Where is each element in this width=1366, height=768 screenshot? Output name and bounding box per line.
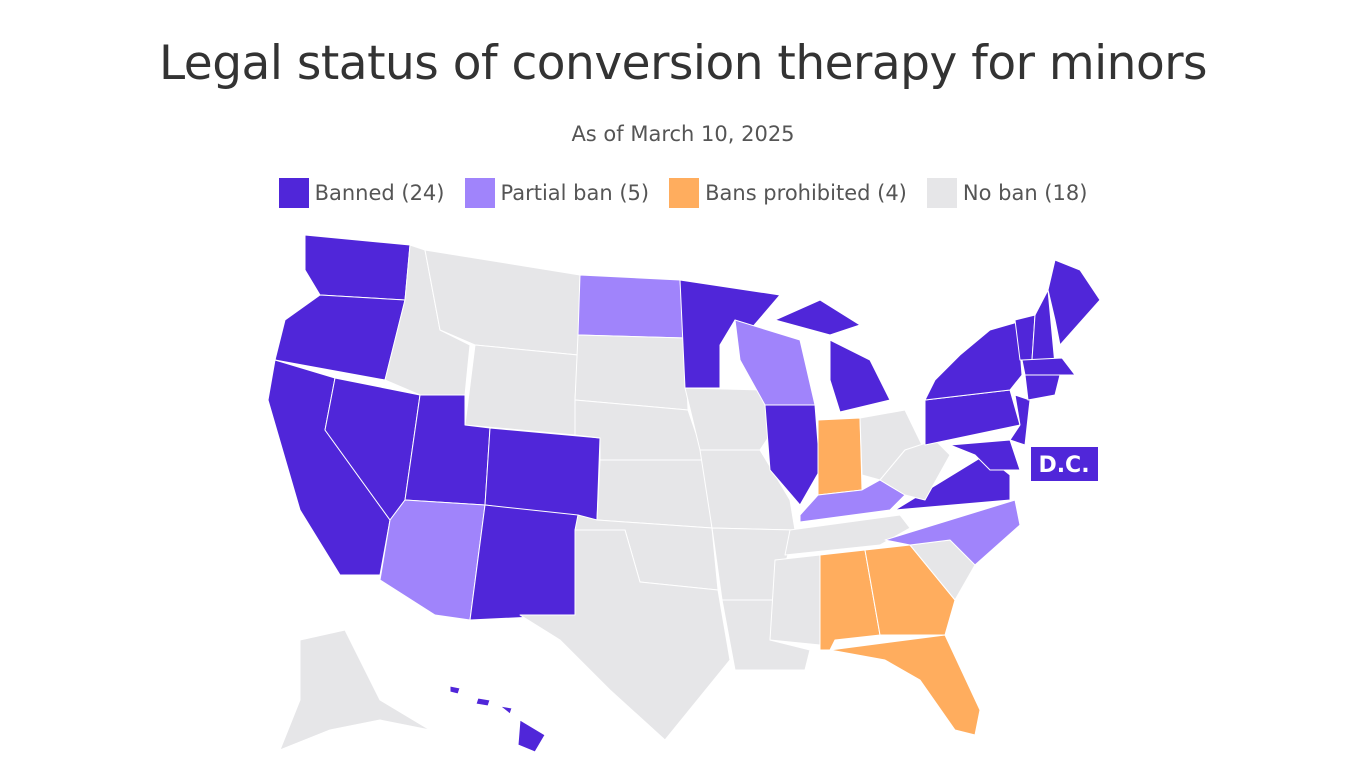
state-region [817, 417, 863, 496]
state-region [379, 499, 486, 621]
dc-box [1031, 447, 1098, 481]
state-region [279, 629, 431, 751]
state-region [829, 634, 981, 736]
legend-swatch [278, 178, 309, 208]
state-region [596, 459, 713, 529]
state-region [1047, 259, 1101, 346]
state-region [1021, 357, 1076, 376]
legend-label: Partial ban (5) [500, 181, 650, 205]
legend-item: No ban (18) [926, 178, 1088, 208]
state-region [484, 427, 601, 521]
state-region [519, 529, 731, 741]
subtitle: As of March 10, 2025 [571, 122, 795, 146]
state-region [304, 234, 411, 301]
state-region [464, 344, 579, 436]
state-region [764, 404, 821, 506]
legend-item: Bans prohibited (4) [669, 178, 907, 208]
title: Legal status of conversion therapy for m… [158, 36, 1208, 91]
legend-label: Bans prohibited (4) [705, 181, 907, 205]
state-region [449, 685, 546, 753]
state-region [949, 439, 1021, 471]
state-region [774, 299, 891, 413]
state-region [864, 544, 956, 636]
legend-item: Banned (24) [278, 178, 445, 208]
state-region [574, 334, 689, 411]
legend-swatch [464, 178, 495, 208]
legend: Banned (24) Partial ban (5) Bans prohibite… [0, 178, 1366, 208]
legend-item: Partial ban (5) [464, 178, 650, 208]
dc-label: D.C. [1038, 453, 1089, 478]
legend-swatch [926, 178, 957, 208]
state-region [1024, 374, 1061, 401]
state-region [274, 294, 406, 381]
state-region [769, 554, 821, 646]
state-region [924, 321, 1023, 401]
state-region [469, 504, 579, 621]
legend-swatch [669, 178, 700, 208]
state-region [884, 499, 1021, 566]
legend-label: Banned (24) [314, 181, 445, 205]
legend-label: No ban (18) [962, 181, 1088, 205]
state-region [577, 274, 686, 339]
